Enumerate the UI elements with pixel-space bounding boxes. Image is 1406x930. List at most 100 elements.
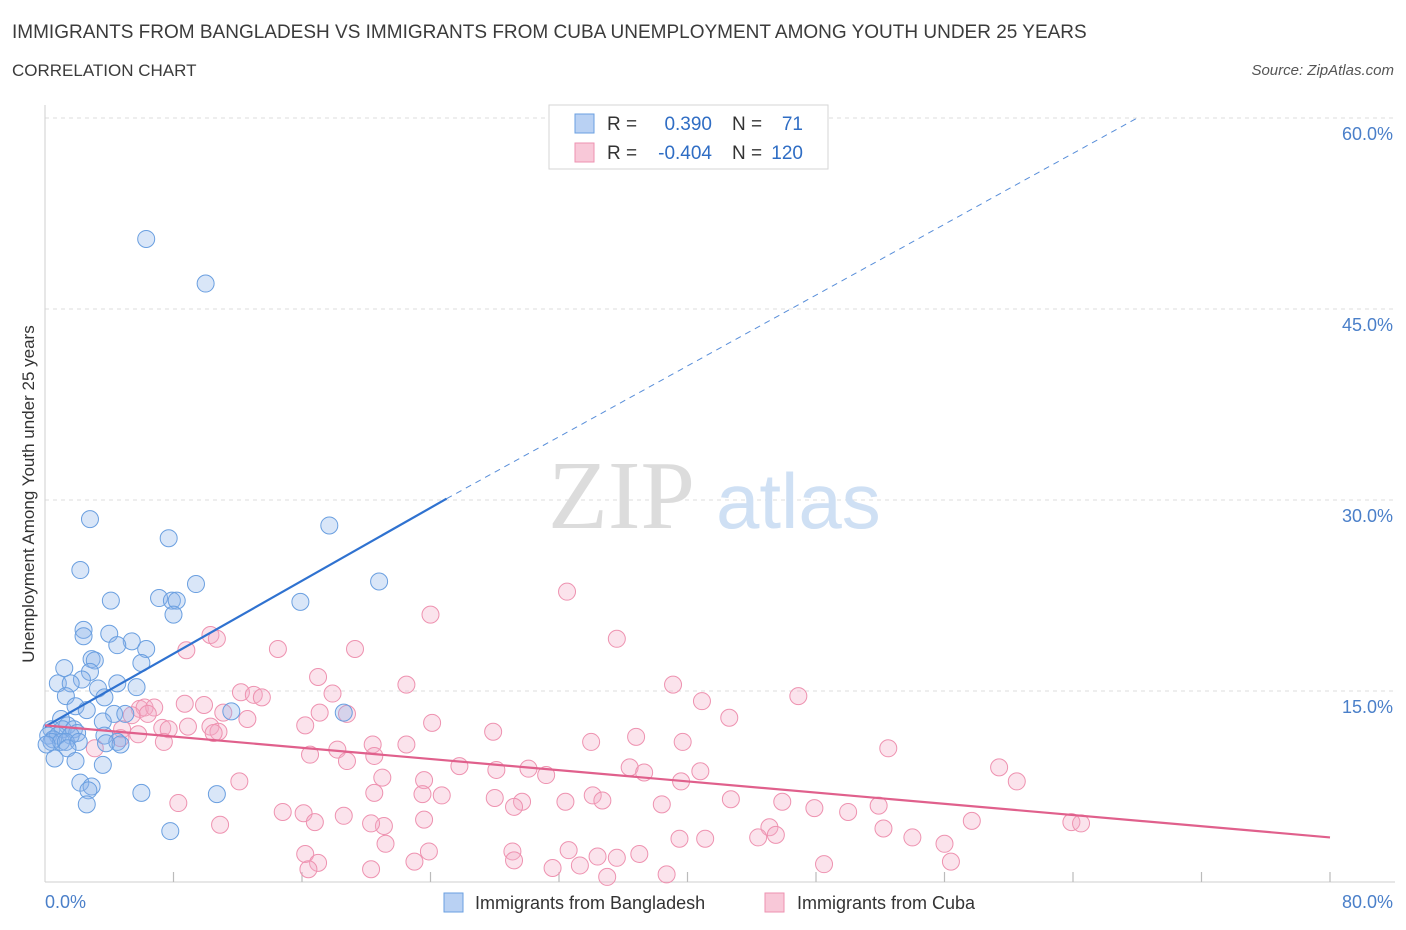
bangladesh-point-36	[334, 703, 353, 722]
cuba-point-100	[559, 841, 578, 860]
cuba-point-88	[211, 815, 230, 834]
cuba-point-67	[365, 783, 384, 802]
cuba-point-6	[346, 639, 365, 658]
cuba-point-97	[670, 829, 689, 848]
legend-n-label-1: N =	[732, 114, 762, 135]
bangladesh-point-54	[69, 732, 88, 751]
bangladesh-point-68	[77, 795, 96, 814]
legend-n-value-2: 120	[771, 143, 803, 164]
legend-swatch-bangladesh	[574, 113, 595, 134]
watermark-zip: ZIP	[548, 442, 695, 550]
cuba-point-72	[773, 792, 792, 811]
cuba-point-14	[323, 684, 342, 703]
cuba-point-76	[556, 792, 575, 811]
cuba-point-79	[805, 799, 824, 818]
bangladesh-point-0	[137, 229, 156, 248]
cuba-point-107	[588, 847, 607, 866]
cuba-point-16	[692, 692, 711, 711]
cuba-point-69	[485, 788, 504, 807]
cuba-point-70	[583, 786, 602, 805]
cuba-point-0	[558, 582, 577, 601]
cuba-point-95	[749, 828, 768, 847]
bangladesh-trend-line	[44, 497, 448, 728]
cuba-point-60	[373, 768, 392, 787]
legend-swatch-cuba	[574, 142, 595, 163]
cuba-point-65	[230, 772, 249, 791]
cuba-point-101	[607, 848, 626, 867]
bangladesh-point-56	[97, 734, 116, 753]
cuba-point-10	[664, 675, 683, 694]
watermark: ZIP atlas	[548, 442, 881, 550]
bangladesh-point-18	[108, 636, 127, 655]
cuba-point-50	[301, 745, 320, 764]
cuba-point-84	[334, 806, 353, 825]
cuba-point-90	[874, 819, 893, 838]
cuba-point-22	[138, 704, 157, 723]
cuba-point-118	[815, 855, 834, 874]
bangladesh-point-19	[137, 639, 156, 658]
bangladesh-point-6	[370, 572, 389, 591]
cuba-point-103	[696, 829, 715, 848]
cuba-point-28	[238, 710, 257, 729]
bangladesh-point-59	[58, 739, 77, 758]
y-tick-label-2: 45.0%	[1342, 315, 1393, 335]
cuba-point-29	[423, 713, 442, 732]
bottom-legend-label-cuba: Immigrants from Cuba	[797, 893, 976, 913]
cuba-point-96	[766, 825, 785, 844]
bangladesh-point-16	[74, 627, 93, 646]
bangladesh-point-60	[45, 749, 64, 768]
cuba-point-82	[273, 802, 292, 821]
bangladesh-point-13	[164, 605, 183, 624]
cuba-point-119	[299, 860, 318, 879]
cuba-point-110	[309, 853, 328, 872]
cuba-point-116	[598, 867, 617, 886]
cuba-point-15	[789, 687, 808, 706]
cuba-point-78	[169, 794, 188, 813]
cuba-point-66	[413, 785, 432, 804]
cuba-point-9	[397, 675, 416, 694]
cuba-point-81	[839, 802, 858, 821]
legend-r-value-1: 0.390	[664, 114, 712, 135]
cuba-point-13	[252, 688, 271, 707]
cuba-point-105	[419, 842, 438, 861]
y-tick-label-0: 15.0%	[1342, 697, 1393, 717]
bangladesh-point-35	[222, 702, 241, 721]
stats-legend: R = 0.390 N = 71 R = -0.404 N = 120	[548, 104, 829, 170]
cuba-point-75	[593, 791, 612, 810]
cuba-point-98	[903, 828, 922, 847]
cuba-point-42	[582, 732, 601, 751]
cuba-point-91	[962, 811, 981, 830]
cuba-point-108	[941, 852, 960, 871]
bangladesh-point-10	[167, 591, 186, 610]
cuba-series	[85, 582, 1091, 886]
cuba-point-85	[415, 810, 434, 829]
bangladesh-point-52	[52, 732, 71, 751]
cuba-point-27	[720, 708, 739, 727]
cuba-point-36	[484, 722, 503, 741]
cuba-point-73	[652, 795, 671, 814]
grid-lines	[45, 117, 1395, 692]
bottom-legend-swatch-cuba	[764, 892, 785, 913]
cuba-point-40	[627, 727, 646, 746]
cuba-point-112	[405, 852, 424, 871]
cuba-point-63	[990, 758, 1009, 777]
cuba-point-92	[1062, 813, 1081, 832]
chart-subtitle: CORRELATION CHART	[12, 61, 197, 80]
legend-r-label-1: R =	[607, 114, 637, 135]
legend-r-value-2: -0.404	[658, 143, 712, 164]
cuba-point-102	[630, 844, 649, 863]
cuba-point-31	[296, 716, 315, 735]
trend-lines	[44, 117, 1331, 839]
cuba-point-43	[673, 732, 692, 751]
bangladesh-point-9	[162, 591, 181, 610]
cuba-point-109	[296, 844, 315, 863]
cuba-point-8	[309, 667, 328, 686]
cuba-point-104	[376, 834, 395, 853]
bangladesh-point-29	[127, 678, 146, 697]
bangladesh-point-21	[85, 651, 104, 670]
cuba-trend-line	[44, 724, 1331, 839]
bangladesh-point-25	[72, 670, 91, 689]
cuba-point-106	[503, 842, 522, 861]
legend-box	[548, 104, 829, 170]
watermark-atlas: atlas	[716, 457, 881, 545]
